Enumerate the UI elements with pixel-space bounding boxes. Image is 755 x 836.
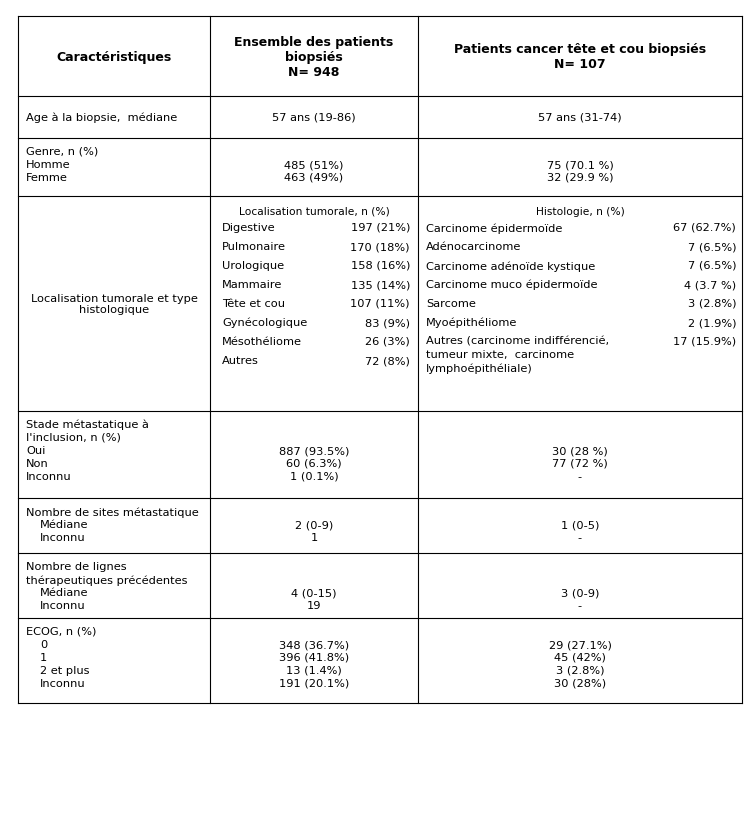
Text: Oui: Oui <box>26 446 45 456</box>
Text: 2 (1.9%): 2 (1.9%) <box>688 318 736 328</box>
Text: Histologie, n (%): Histologie, n (%) <box>535 206 624 217</box>
Text: 7 (6.5%): 7 (6.5%) <box>688 242 736 252</box>
Text: Gynécologique: Gynécologique <box>222 318 307 328</box>
Text: 32 (29.9 %): 32 (29.9 %) <box>547 173 613 183</box>
Text: 1: 1 <box>310 533 318 543</box>
Text: Carcinome muco épidermoïde: Carcinome muco épidermoïde <box>426 280 597 290</box>
Text: 170 (18%): 170 (18%) <box>350 242 410 252</box>
Text: 3 (2.8%): 3 (2.8%) <box>688 298 736 308</box>
Text: 2 (0-9): 2 (0-9) <box>295 519 333 529</box>
Text: 30 (28%): 30 (28%) <box>554 678 606 688</box>
Text: Femme: Femme <box>26 173 68 183</box>
Text: 348 (36.7%): 348 (36.7%) <box>279 640 349 650</box>
Text: Non: Non <box>26 458 49 468</box>
Text: Genre, n (%): Genre, n (%) <box>26 147 98 157</box>
Text: 4 (0-15): 4 (0-15) <box>291 588 337 597</box>
Text: 2 et plus: 2 et plus <box>40 665 90 675</box>
Text: 191 (20.1%): 191 (20.1%) <box>279 678 349 688</box>
Text: Inconnu: Inconnu <box>26 472 72 482</box>
Text: 7 (6.5%): 7 (6.5%) <box>688 261 736 271</box>
Text: 463 (49%): 463 (49%) <box>285 173 344 183</box>
Text: Mésothéliome: Mésothéliome <box>222 337 302 347</box>
Text: Mammaire: Mammaire <box>222 280 282 289</box>
Text: Médiane: Médiane <box>40 588 88 597</box>
Text: 0: 0 <box>40 640 48 650</box>
Text: -: - <box>578 533 582 543</box>
Text: Patients cancer tête et cou biopsiés
N= 107: Patients cancer tête et cou biopsiés N= … <box>454 43 706 71</box>
Text: 72 (8%): 72 (8%) <box>365 355 410 365</box>
Text: 13 (1.4%): 13 (1.4%) <box>286 665 342 675</box>
Text: Caractéristiques: Caractéristiques <box>57 50 171 64</box>
Text: 26 (3%): 26 (3%) <box>365 337 410 347</box>
Text: Homme: Homme <box>26 160 71 170</box>
Text: 158 (16%): 158 (16%) <box>350 261 410 271</box>
Text: 57 ans (31-74): 57 ans (31-74) <box>538 113 622 123</box>
Text: Nombre de sites métastatique: Nombre de sites métastatique <box>26 507 199 517</box>
Text: Digestive: Digestive <box>222 222 276 232</box>
Text: 83 (9%): 83 (9%) <box>365 318 410 328</box>
Text: 3 (2.8%): 3 (2.8%) <box>556 665 604 675</box>
Text: 57 ans (19-86): 57 ans (19-86) <box>273 113 356 123</box>
Text: 1: 1 <box>40 652 48 662</box>
Text: Localisation tumorale et type
histologique: Localisation tumorale et type histologiq… <box>30 293 198 315</box>
Text: thérapeutiques précédentes: thérapeutiques précédentes <box>26 574 187 585</box>
Text: Sarcome: Sarcome <box>426 298 476 308</box>
Text: Nombre de lignes: Nombre de lignes <box>26 561 127 571</box>
Text: Autres: Autres <box>222 355 259 365</box>
Text: 60 (6.3%): 60 (6.3%) <box>286 458 342 468</box>
Text: 1 (0-5): 1 (0-5) <box>561 519 599 529</box>
Text: Localisation tumorale, n (%): Localisation tumorale, n (%) <box>239 206 390 217</box>
Text: 1 (0.1%): 1 (0.1%) <box>290 472 338 482</box>
Text: 67 (62.7%): 67 (62.7%) <box>673 222 736 232</box>
Text: Stade métastatique à: Stade métastatique à <box>26 420 149 430</box>
Text: Inconnu: Inconnu <box>40 533 85 543</box>
Text: 3 (0-9): 3 (0-9) <box>561 588 599 597</box>
Text: 887 (93.5%): 887 (93.5%) <box>279 446 349 456</box>
Text: 107 (11%): 107 (11%) <box>350 298 410 308</box>
Text: lymphoépithéliale): lymphoépithéliale) <box>426 363 533 373</box>
Text: Pulmonaire: Pulmonaire <box>222 242 286 252</box>
Text: 396 (41.8%): 396 (41.8%) <box>279 652 349 662</box>
Text: 135 (14%): 135 (14%) <box>350 280 410 289</box>
Text: -: - <box>578 600 582 610</box>
Text: Age à la biopsie,  médiane: Age à la biopsie, médiane <box>26 113 177 123</box>
Text: 30 (28 %): 30 (28 %) <box>552 446 608 456</box>
Text: l'inclusion, n (%): l'inclusion, n (%) <box>26 432 121 442</box>
Text: Ensemble des patients
biopsiés
N= 948: Ensemble des patients biopsiés N= 948 <box>234 35 393 79</box>
Text: Autres (carcinome indifférencié,: Autres (carcinome indifférencié, <box>426 337 609 347</box>
Text: Carcinome épidermoïde: Carcinome épidermoïde <box>426 222 562 233</box>
Text: 45 (42%): 45 (42%) <box>554 652 606 662</box>
Text: Urologique: Urologique <box>222 261 284 271</box>
Text: tumeur mixte,  carcinome: tumeur mixte, carcinome <box>426 349 574 359</box>
Text: Inconnu: Inconnu <box>40 600 85 610</box>
Text: Médiane: Médiane <box>40 519 88 529</box>
Text: 77 (72 %): 77 (72 %) <box>552 458 608 468</box>
Text: 197 (21%): 197 (21%) <box>350 222 410 232</box>
Text: 4 (3.7 %): 4 (3.7 %) <box>684 280 736 289</box>
Text: 485 (51%): 485 (51%) <box>285 160 344 170</box>
Text: Adénocarcinome: Adénocarcinome <box>426 242 522 252</box>
Text: Inconnu: Inconnu <box>40 678 85 688</box>
Text: Carcinome adénoïde kystique: Carcinome adénoïde kystique <box>426 261 595 271</box>
Text: 29 (27.1%): 29 (27.1%) <box>549 640 612 650</box>
Text: 75 (70.1 %): 75 (70.1 %) <box>547 160 613 170</box>
Text: Myoépithéliome: Myoépithéliome <box>426 318 517 328</box>
Text: 19: 19 <box>307 600 321 610</box>
Text: -: - <box>578 472 582 482</box>
Text: ECOG, n (%): ECOG, n (%) <box>26 626 97 636</box>
Text: Tête et cou: Tête et cou <box>222 298 285 308</box>
Text: 17 (15.9%): 17 (15.9%) <box>673 337 736 347</box>
